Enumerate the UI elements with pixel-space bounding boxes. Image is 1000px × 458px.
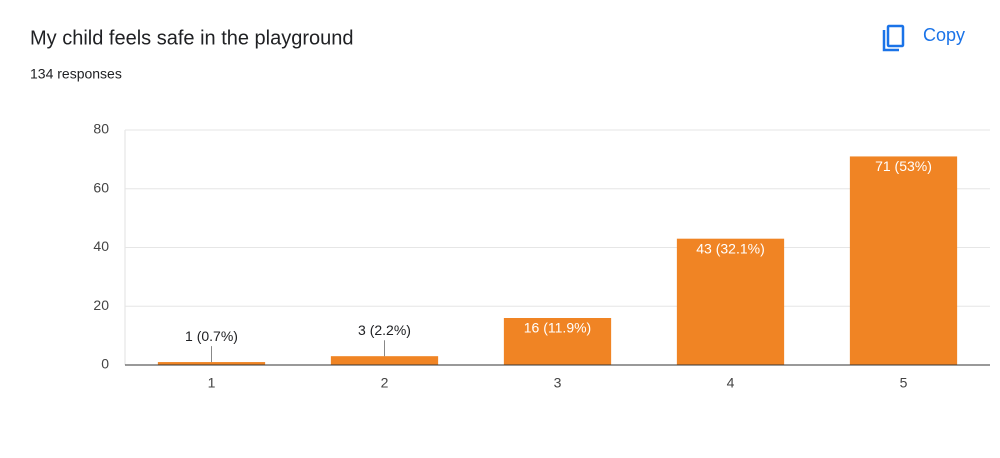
value-label: 43 (32.1%) [696, 240, 764, 256]
copy-icon-back [882, 30, 899, 52]
x-tick-label: 5 [900, 375, 908, 391]
copy-button[interactable]: Copy [882, 24, 965, 52]
copy-label[interactable]: Copy [923, 25, 965, 45]
value-label: 71 (53%) [875, 158, 932, 174]
value-label: 16 (11.9%) [524, 320, 591, 336]
chart-title: My child feels safe in the playground [30, 27, 354, 49]
value-label: 3 (2.2%) [358, 322, 411, 338]
y-tick-label: 40 [93, 238, 109, 254]
bar [157, 362, 266, 365]
copy-icon [886, 24, 905, 48]
y-tick-label: 60 [93, 179, 109, 195]
bar [849, 156, 958, 365]
x-tick-label: 1 [208, 375, 216, 391]
x-tick-label: 3 [554, 375, 562, 391]
bar [503, 318, 612, 365]
y-tick-label: 20 [93, 297, 109, 313]
y-tick-label: 80 [93, 121, 109, 137]
x-tick-label: 2 [381, 375, 389, 391]
y-tick-label: 0 [101, 356, 109, 372]
bar [330, 356, 439, 365]
chart-subtitle: 134 responses [30, 66, 122, 82]
value-label: 1 (0.7%) [185, 328, 238, 344]
x-tick-label: 4 [727, 375, 735, 391]
bar [676, 238, 785, 365]
